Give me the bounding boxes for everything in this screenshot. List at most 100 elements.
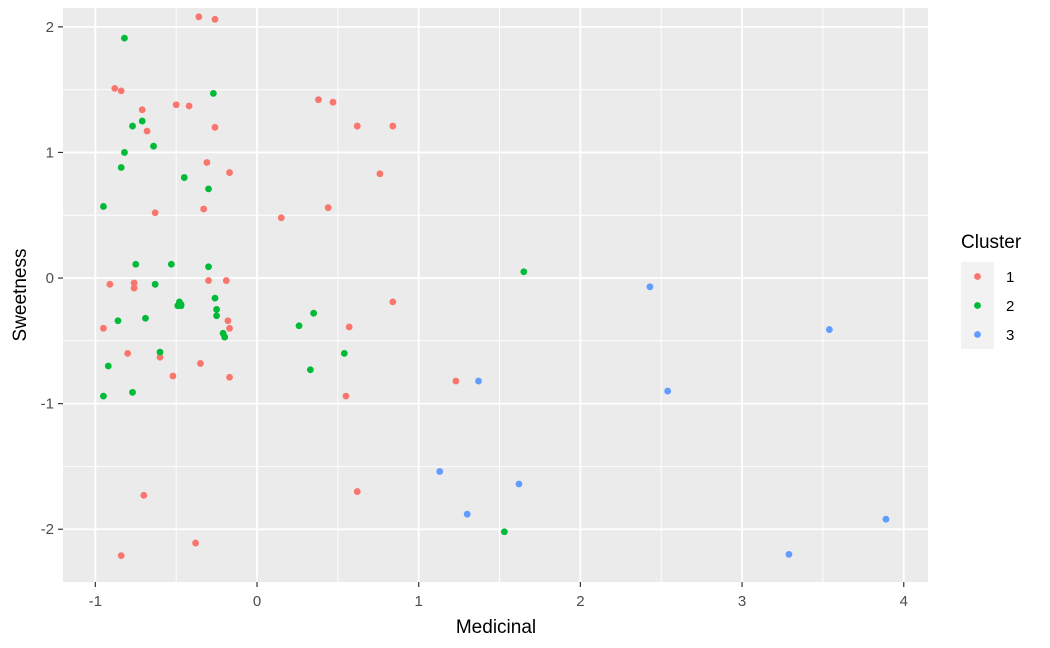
data-point-cluster-1 [143,127,151,135]
legend-key-point [974,331,981,338]
legend-label: 2 [1006,298,1014,315]
data-point-cluster-2 [205,185,212,193]
data-point-cluster-1 [376,170,384,178]
data-point-cluster-1 [226,373,233,381]
data-point-cluster-3 [825,326,833,333]
data-point-cluster-1 [106,280,114,288]
data-point-cluster-1 [224,317,232,325]
data-point-cluster-1 [169,372,177,380]
data-point-cluster-1 [211,123,219,131]
legend-label: 3 [1006,327,1014,344]
x-tick-label: 1 [415,593,423,610]
data-point-cluster-1 [156,353,164,361]
data-point-cluster-2 [213,312,220,320]
legend-key-point [974,302,981,309]
data-point-cluster-1 [117,87,125,95]
data-point-cluster-3 [475,377,482,385]
data-point-cluster-2 [151,280,159,288]
data-point-cluster-1 [111,84,119,92]
data-point-cluster-2 [156,348,164,356]
data-point-cluster-2 [500,528,508,536]
x-axis-title: Medicinal [456,617,536,638]
data-point-cluster-1 [389,298,397,306]
data-point-cluster-1 [192,539,199,547]
data-point-cluster-1 [172,101,180,109]
x-tick-label: 4 [900,593,908,610]
data-point-cluster-2 [209,90,217,97]
data-point-cluster-1 [353,122,361,130]
data-point-cluster-1 [117,552,125,560]
data-point-cluster-2 [129,388,136,396]
plot-panel [63,8,928,582]
data-point-cluster-1 [205,277,212,284]
legend-label: 1 [1006,269,1014,286]
data-point-cluster-3 [436,468,444,475]
data-point-cluster-2 [213,306,220,313]
data-point-cluster-2 [117,164,125,171]
data-point-cluster-2 [121,149,128,156]
data-point-cluster-2 [340,350,348,357]
data-point-cluster-2 [211,294,219,302]
legend-key-point [974,273,981,280]
legend-keys: 1 2 3 [961,262,1014,349]
data-point-cluster-2 [520,268,528,276]
data-point-cluster-1 [315,96,322,104]
data-point-cluster-1 [100,324,107,332]
grid-lines [63,8,928,582]
data-point-cluster-2 [221,333,229,341]
data-point-cluster-2 [129,122,136,130]
data-point-cluster-1 [130,284,138,292]
data-point-cluster-2 [306,366,314,374]
data-point-cluster-1 [324,204,332,212]
axis-ticks: -1 0 1 2 3 4 -2 -1 0 1 2 [41,19,908,610]
data-point-cluster-1 [203,159,211,166]
data-point-cluster-1 [222,277,230,284]
x-tick-label: 0 [253,593,261,610]
data-point-cluster-1 [226,324,233,332]
data-point-cluster-2 [100,203,107,210]
data-point-cluster-3 [515,480,523,488]
data-point-cluster-1 [277,214,285,222]
data-point-cluster-2 [142,314,149,322]
data-point-cluster-2 [205,263,212,271]
data-point-cluster-1 [345,323,353,331]
data-point-cluster-1 [140,491,148,499]
data-point-cluster-1 [124,350,132,357]
data-point-cluster-1 [211,15,219,23]
data-point-cluster-1 [185,102,193,110]
data-point-cluster-2 [100,392,107,400]
data-point-cluster-2 [167,260,175,268]
data-point-cluster-1 [200,205,208,213]
x-tick-label: 3 [738,593,746,610]
data-points [100,13,890,560]
data-point-cluster-1 [353,488,361,495]
legend-title: Cluster [961,232,1022,253]
data-point-cluster-3 [785,550,793,558]
data-point-cluster-2 [310,309,318,317]
data-point-cluster-2 [295,322,303,330]
y-tick-label: 1 [46,144,54,161]
data-point-cluster-2 [138,117,146,125]
data-point-cluster-3 [463,510,471,518]
data-point-cluster-2 [177,302,185,310]
y-tick-label: 0 [46,270,54,287]
legend: Cluster 1 2 3 [961,232,1022,349]
data-point-cluster-2 [150,142,157,150]
data-point-cluster-1 [342,392,350,400]
data-point-cluster-1 [329,98,337,106]
data-point-cluster-1 [195,13,203,21]
y-tick-label: 2 [46,19,54,36]
data-point-cluster-3 [646,283,654,291]
data-point-cluster-1 [389,122,397,130]
data-point-cluster-1 [197,360,204,367]
data-point-cluster-2 [114,317,122,325]
x-tick-label: -1 [89,593,102,610]
data-point-cluster-1 [130,279,138,287]
data-point-cluster-3 [882,515,890,523]
y-axis-title: Sweetness [10,249,31,342]
data-point-cluster-2 [132,260,140,268]
data-point-cluster-2 [121,34,128,42]
data-point-cluster-1 [138,106,146,114]
data-point-cluster-2 [104,362,112,370]
